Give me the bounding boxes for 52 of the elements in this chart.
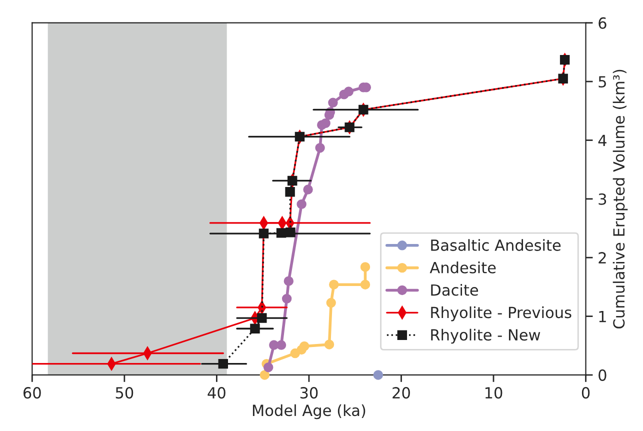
y-tick-label: 6: [598, 17, 606, 29]
point: [344, 122, 354, 132]
point: [258, 228, 269, 238]
point: [264, 362, 274, 372]
legend-label: Rhyolite - Previous: [431, 306, 572, 322]
point: [344, 86, 354, 96]
point: [320, 118, 330, 128]
point: [250, 324, 260, 334]
y-tick-label: 0: [598, 369, 606, 381]
legend-label: Andesite: [430, 262, 496, 274]
y-tick-label: 4: [598, 134, 606, 146]
point: [315, 142, 325, 153]
point: [294, 132, 305, 142]
point: [218, 358, 228, 369]
x-tick-label: 0: [582, 387, 590, 399]
point: [360, 280, 370, 290]
legend-label: Rhyolite - New: [431, 328, 540, 344]
y-tick-label: 1: [599, 310, 606, 322]
x-tick-label: 50: [116, 387, 134, 399]
point: [276, 228, 286, 238]
y-tick-label: 2: [598, 252, 606, 264]
x-tick-label: 60: [23, 387, 41, 399]
point: [257, 313, 267, 323]
y-axis-title: Cumulative Erupted Volume (km³): [612, 70, 628, 328]
point: [558, 74, 568, 84]
point: [276, 340, 286, 350]
point: [260, 370, 270, 380]
point: [284, 276, 294, 286]
x-tick-label: 20: [392, 387, 410, 399]
point: [282, 294, 292, 304]
y-tick-label: 3: [598, 193, 606, 205]
point: [358, 104, 368, 115]
point: [326, 298, 336, 308]
point: [285, 187, 295, 197]
point: [360, 262, 370, 272]
point: [299, 341, 310, 352]
point: [560, 54, 570, 65]
x-tick-label: 10: [485, 387, 502, 399]
point: [303, 184, 313, 194]
point: [287, 176, 298, 186]
point: [328, 98, 338, 108]
y-tick-label: 5: [598, 76, 606, 88]
point: [296, 199, 306, 210]
x-axis-title: Model Age (ka): [252, 404, 366, 420]
point: [324, 340, 334, 350]
legend-label: Dacite: [431, 284, 478, 296]
point: [329, 280, 339, 290]
legend-label: Basaltic Andesite: [431, 239, 561, 251]
point: [373, 370, 384, 380]
point: [286, 227, 296, 238]
x-tick-label: 40: [208, 387, 226, 399]
x-tick-label: 30: [300, 387, 318, 399]
